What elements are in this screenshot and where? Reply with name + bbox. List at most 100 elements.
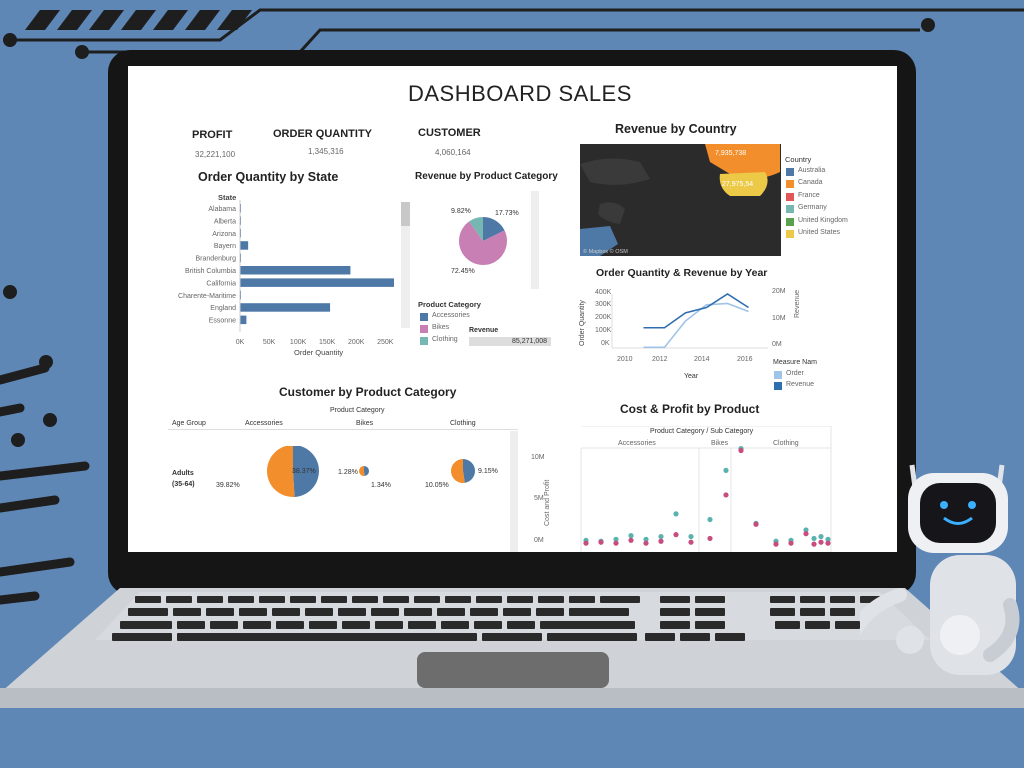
country-legend-swatch-2 [786,193,794,201]
revenue-pie-label-accessories: 17.73% [495,210,519,217]
legend-label-bikes: Bikes [432,324,449,331]
cost-dot-11 [753,522,758,527]
year-left-tick-3: 100K [595,327,611,334]
cost-dot-10 [738,448,743,453]
state-bar-6 [240,278,394,287]
customer-pie-accessories-b: 39.82% [216,482,240,489]
dashboard-screen: DASHBOARD SALES PROFIT 32,221,100 ORDER … [128,66,897,552]
customer-col-clothing: Clothing [450,420,476,427]
country-revenue-map: 7,935,738 27,975,54 © Mapbox © OSM [580,144,781,256]
year-line-chart: Order Quantity [576,284,776,384]
year-right-tick-1: 10M [772,315,786,322]
state-bar-chart: AlabamaAlbertaArizonaBayernBrandenburgBr… [168,196,418,366]
map-label-canada: 7,935,738 [715,150,746,157]
country-legend-swatch-4 [786,218,794,226]
state-x-tick-0: 0K [236,339,245,346]
cost-dot-12 [773,542,778,547]
year-x-tick-2012: 2012 [652,356,668,363]
customer-row-label: Adults [172,470,194,477]
kpi-order-quantity-value: 1,345,316 [308,147,344,156]
customer-pie-clothing-a: 9.15% [478,468,498,475]
cost-chart-title: Cost & Profit by Product [620,402,759,416]
state-bar-3 [240,241,248,250]
state-label-9: Essonne [209,318,236,325]
year-left-tick-2: 200K [595,314,611,321]
country-legend-label-2: France [798,192,820,199]
revenue-pie-label-bikes: 72.45% [451,268,475,275]
state-label-2: Arizona [212,231,236,238]
state-label-7: Charente-Maritime [178,293,236,300]
customer-pie-bikes-b: 1.34% [371,482,391,489]
kpi-order-quantity-label: ORDER QUANTITY [273,128,372,140]
country-legend-title: Country [785,155,811,164]
year-left-tick-4: 0K [601,340,610,347]
revenue-category-scrollbar[interactable] [531,191,539,289]
year-left-tick-0: 400K [595,289,611,296]
kpi-profit-value: 32,221,100 [195,150,235,159]
map-attribution: © Mapbox © OSM [583,248,628,255]
legend-label-revenue: Revenue [786,381,814,388]
map-label-united-states: 27,975,54 [722,181,753,188]
map-landmass-asia [580,158,650,184]
revenue-pie-label-clothing: 9.82% [451,208,471,215]
legend-swatch-revenue [774,382,782,390]
year-x-tick-2010: 2010 [617,356,633,363]
legend-label-clothing: Clothing [432,336,458,343]
year-right-tick-2: 0M [772,341,782,348]
cost-profit-scatter [538,426,838,552]
state-x-tick-2: 100K [290,339,307,346]
state-label-0: Alabama [208,206,236,213]
state-x-tick-3: 150K [319,339,336,346]
country-chart-title: Revenue by Country [615,122,737,136]
customer-pie-accessories-a: 38.37% [292,468,316,475]
state-label-4: Brandenburg [196,256,237,263]
state-label-6: California [206,280,236,287]
profit-dot-15 [818,534,823,539]
legend-label-order: Order [786,370,804,377]
legend-swatch-clothing [420,337,428,345]
dashboard-title: DASHBOARD SALES [408,81,632,107]
cost-dot-7 [688,540,693,545]
customer-chart-scrollbar[interactable] [510,431,518,552]
customer-col-bikes: Bikes [356,420,373,427]
state-bar-9 [240,316,246,325]
customer-header: Product Category [330,407,384,414]
year-x-tick-2016: 2016 [737,356,753,363]
state-bar-5 [240,266,350,275]
kpi-customer-value: 4,060,164 [435,148,471,157]
customer-pie-bikes-a: 1.28% [338,469,358,476]
country-legend-swatch-1 [786,180,794,188]
year-left-tick-1: 300K [595,301,611,308]
cost-dot-8 [707,536,712,541]
cost-dot-16 [811,542,816,547]
revenue-legend-title: Product Category [418,300,481,309]
state-scrollbar-thumb[interactable] [401,202,410,226]
cost-dot-2 [613,541,618,546]
cost-dot-6 [673,532,678,537]
customer-divider [168,429,518,430]
year-chart-title: Order Quantity & Revenue by Year [596,267,767,279]
year-right-axis-label: Revenue [794,290,801,318]
cost-dot-9 [723,492,728,497]
state-chart-scrollbar[interactable] [401,202,410,328]
profit-dot-7 [688,534,693,539]
customer-pie-1-slice-1 [359,466,364,476]
profit-dot-6 [673,511,678,516]
country-legend-label-4: United Kingdom [798,217,848,224]
legend-swatch-order [774,371,782,379]
country-legend-label-0: Australia [798,167,825,174]
year-x-axis-label: Year [684,373,698,380]
year-legend-title: Measure Nam [773,359,817,366]
cost-dot-13 [788,541,793,546]
cost-dot-17 [825,541,830,546]
year-left-axis-label: Order Quantity [579,300,586,346]
revenue-total-value: 85,271,008 [512,338,547,345]
state-label-1: Alberta [214,218,236,225]
state-label-8: England [210,305,236,312]
year-line-revenue [644,294,749,328]
country-legend-swatch-0 [786,168,794,176]
customer-pie-1-slice-0 [364,466,369,476]
legend-swatch-bikes [420,325,428,333]
legend-label-accessories: Accessories [432,312,470,319]
customer-row-header: Age Group [172,420,206,427]
